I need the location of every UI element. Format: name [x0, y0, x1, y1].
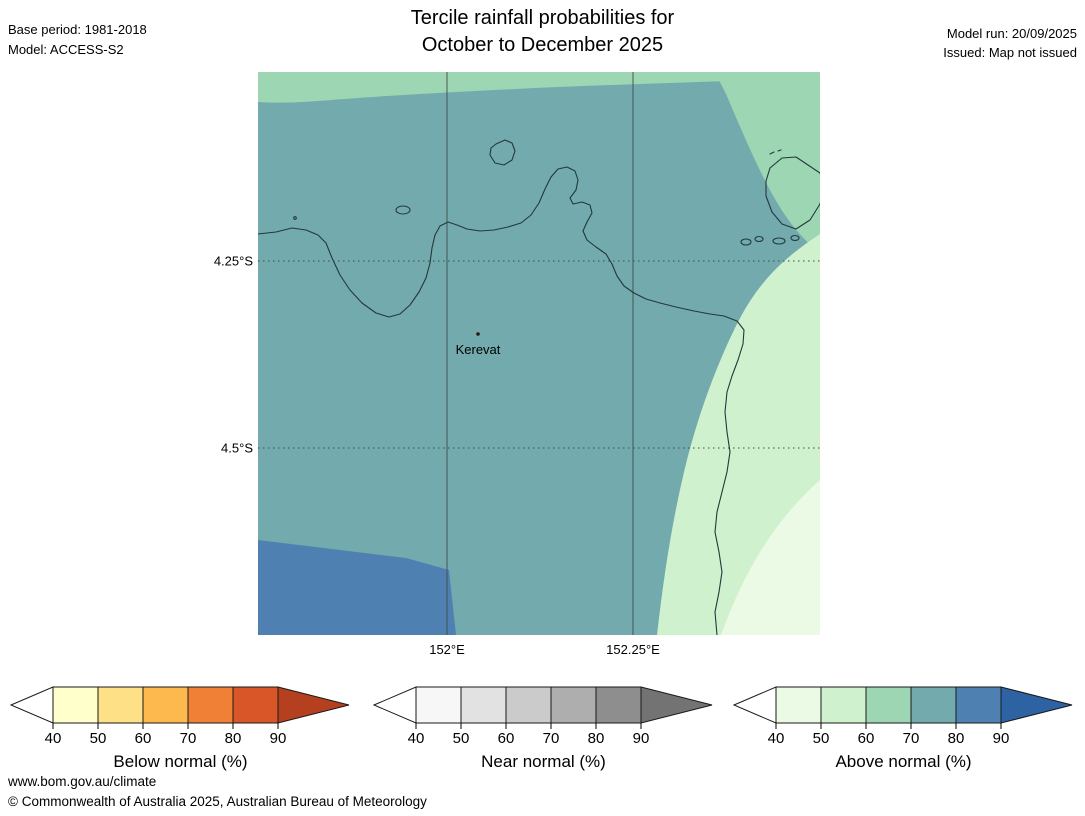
title-line-2: October to December 2025 — [421, 34, 664, 56]
legend-below-label: Below normal (%) — [113, 752, 248, 771]
lon-label-152-25e: 152.25°E — [606, 642, 660, 657]
legend-tick-label: 60 — [498, 730, 515, 746]
model-run-text: Model run: 20/09/2025 — [946, 26, 1077, 41]
legend-tick-label: 50 — [453, 730, 470, 746]
legend-tick-label: 40 — [45, 730, 62, 746]
run-info-left: Base period: 1981-2018 Model: ACCESS-S2 — [8, 20, 147, 60]
coastline-islet-3 — [772, 237, 786, 245]
legend-tick-label: 40 — [408, 730, 425, 746]
legend-tick-label: 90 — [993, 730, 1010, 746]
legend-arrow — [1000, 686, 1073, 724]
legend-tick-label: 80 — [225, 730, 242, 746]
copyright-text: © Commonwealth of Australia 2025, Austra… — [8, 794, 427, 809]
legend-tick-label: 80 — [588, 730, 605, 746]
legend-segment — [232, 686, 279, 724]
legend-segment — [52, 686, 99, 724]
legend-arrow — [640, 686, 713, 724]
probability-map: Kerevat — [258, 72, 820, 635]
legend-ticks — [415, 723, 642, 729]
legend-tick-label: 60 — [858, 730, 875, 746]
legend-near-label: Near normal (%) — [481, 752, 606, 771]
lon-label-152e: 152°E — [429, 642, 465, 657]
legend-near-colorbar: 40 50 60 70 80 90 — [372, 686, 713, 747]
legend-ticks — [775, 723, 1002, 729]
coastline-new-britain — [258, 166, 745, 635]
legend-segment — [97, 686, 144, 724]
legend-segment — [505, 686, 552, 724]
legend-tip — [9, 686, 54, 724]
map-region-top-strip-60-70 — [258, 72, 820, 103]
model-text: Model: ACCESS-S2 — [8, 42, 124, 57]
legend-tip — [372, 686, 417, 724]
coastline-small-oval-island — [395, 205, 411, 215]
legend-segment — [142, 686, 189, 724]
station-label: Kerevat — [456, 342, 501, 357]
map-region-corner-40-50 — [721, 480, 820, 635]
coastline-islet-2 — [754, 235, 764, 243]
issued-text: Issued: Map not issued — [943, 45, 1077, 60]
legend-tick-label: 40 — [768, 730, 785, 746]
coastline-islet-1 — [740, 238, 752, 246]
lat-label-4-25s: 4.25°S — [213, 253, 253, 269]
legend-tick-label: 70 — [903, 730, 920, 746]
lat-label-4-5s: 4.5°S — [221, 440, 253, 456]
coastline-northeast-island — [765, 156, 820, 230]
bom-url-text: www.bom.gov.au/climate — [8, 774, 157, 789]
coastline-reef-marks — [769, 149, 782, 155]
title-line-1: Tercile rainfall probabilities for — [410, 7, 675, 29]
legend-tick-label: 60 — [135, 730, 152, 746]
legend-tick-label: 70 — [543, 730, 560, 746]
page-title: Tercile rainfall probabilities for Octob… — [0, 5, 1085, 59]
legend-below-colorbar: 40 50 60 70 80 90 — [9, 686, 350, 747]
legend-ticks — [52, 723, 279, 729]
station-dot — [476, 332, 480, 336]
run-info-right: Model run: 20/09/2025 Issued: Map not is… — [943, 24, 1077, 62]
legend-tip — [732, 686, 777, 724]
coastline-islet-4 — [790, 234, 800, 242]
legend-segment — [187, 686, 234, 724]
legend-above-label: Above normal (%) — [835, 752, 972, 771]
map-region-bottomleft-80-90 — [258, 540, 456, 635]
legend-segment — [460, 686, 507, 724]
legend-above-colorbar: 40 50 60 70 80 90 — [732, 686, 1073, 747]
legend-tick-label: 70 — [180, 730, 197, 746]
legend-segment — [820, 686, 867, 724]
legend-tick-label: 50 — [813, 730, 830, 746]
legend-segment — [415, 686, 462, 724]
legend-near-normal: 40 50 60 70 80 90 Near normal (%) — [371, 684, 716, 772]
legend-below-normal: 40 50 60 70 80 90 Below normal (%) — [8, 684, 353, 772]
legend-segment — [955, 686, 1002, 724]
coastline-watom-island — [489, 139, 516, 166]
legend-tick-label: 50 — [90, 730, 107, 746]
map-graticule — [258, 72, 820, 635]
legend-segment — [550, 686, 597, 724]
base-period-text: Base period: 1981-2018 — [8, 22, 147, 37]
legend-tick-label: 90 — [633, 730, 650, 746]
coastlines — [258, 139, 820, 635]
legend-segment — [910, 686, 957, 724]
coastline-tiny-islet — [293, 216, 297, 220]
legend-segment — [595, 686, 642, 724]
legend-segment — [865, 686, 912, 724]
legend-segment — [775, 686, 822, 724]
legend-arrow — [277, 686, 350, 724]
legend-tick-label: 80 — [948, 730, 965, 746]
legend-tick-label: 90 — [270, 730, 287, 746]
legend-above-normal: 40 50 60 70 80 90 Above normal (%) — [731, 684, 1076, 772]
map-region-topright-60-70 — [715, 72, 820, 252]
